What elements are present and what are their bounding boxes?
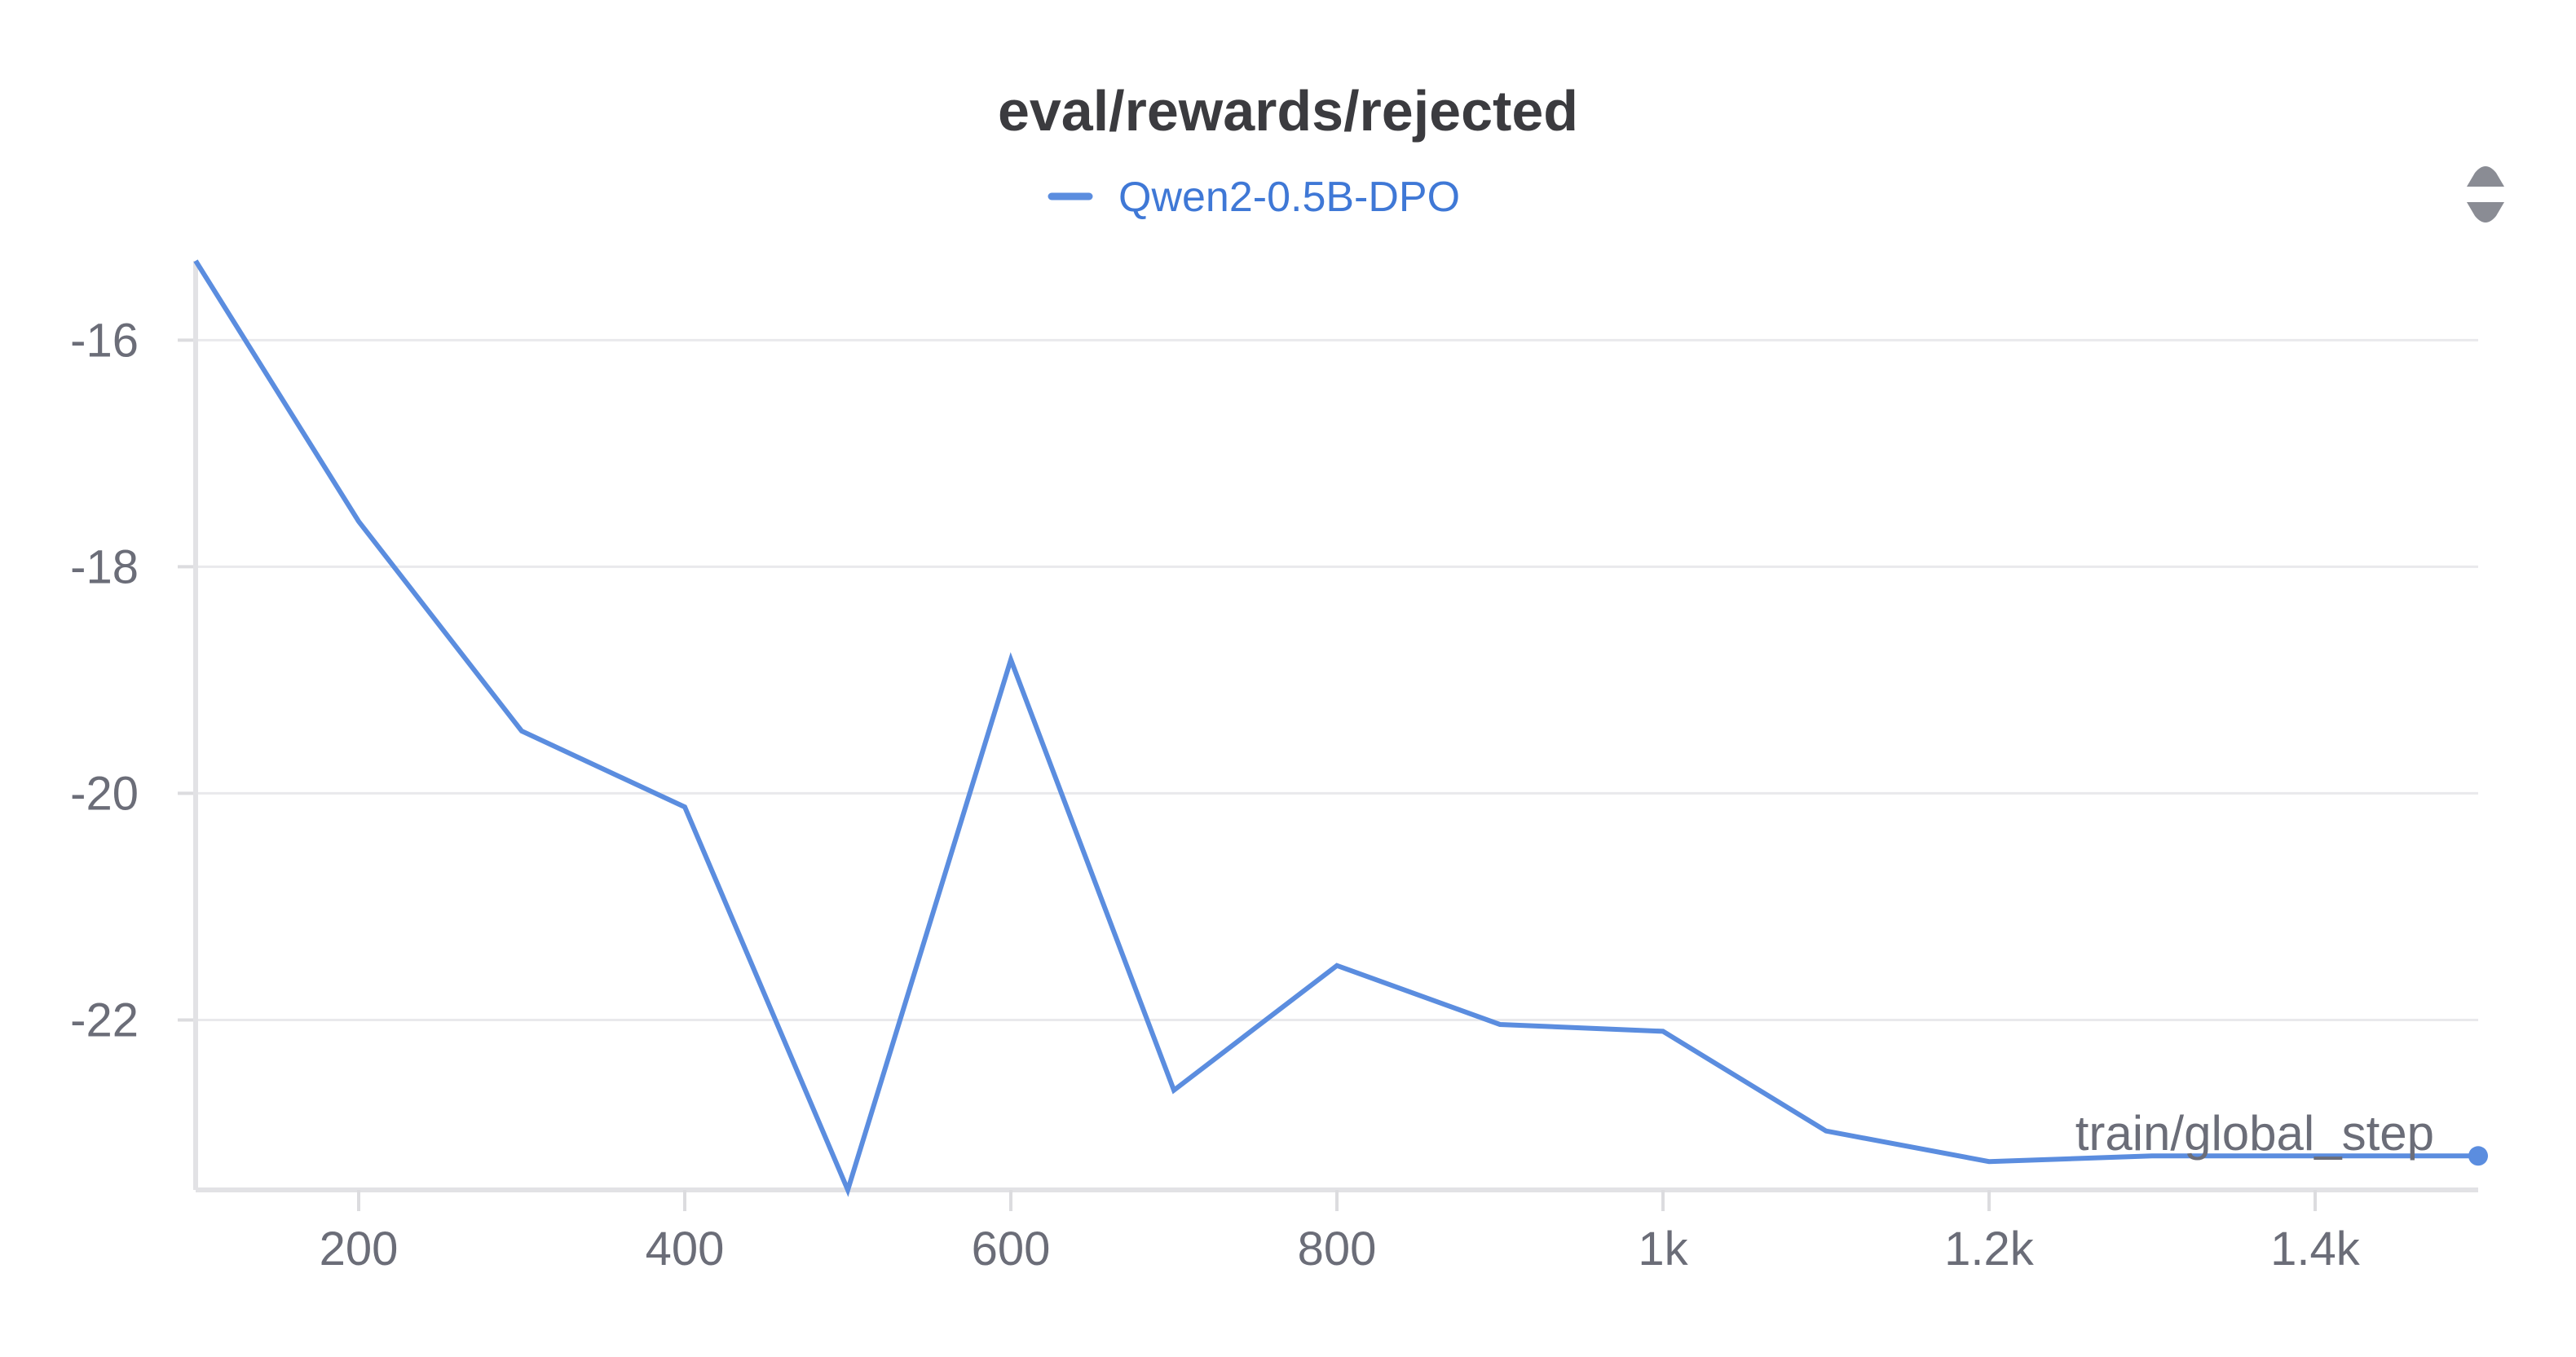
y-tick-label: -20 [70,767,139,820]
x-tick-label: 1.2k [1944,1223,2035,1275]
x-tick-label: 400 [646,1223,725,1275]
x-tick-label: 200 [320,1223,399,1275]
x-tick-label: 1.4k [2270,1223,2361,1275]
legend-label: Qwen2-0.5B-DPO [1118,174,1460,221]
sort-arrows-icon[interactable] [2467,166,2504,222]
tick-labels: -16 -18 -20 -22 200 400 600 800 1k 1.2k 1.4k [70,314,2361,1275]
x-axis-label: train/global_step [2075,1106,2434,1161]
legend[interactable]: Qwen2-0.5B-DPO [1048,174,1460,221]
series-line [193,259,2478,1197]
x-tick-label: 600 [972,1223,1051,1275]
y-tick-label: -18 [70,540,139,593]
series-lines [193,259,2488,1197]
y-tick-label: -16 [70,314,139,367]
series-end-point [2468,1146,2488,1166]
axes [178,261,2478,1211]
chart-title: eval/rewards/rejected [998,79,1578,143]
y-tick-label: -22 [70,994,139,1046]
grid-lines [196,338,2478,1021]
x-tick-label: 800 [1298,1223,1377,1275]
x-tick-label: 1k [1638,1223,1688,1275]
